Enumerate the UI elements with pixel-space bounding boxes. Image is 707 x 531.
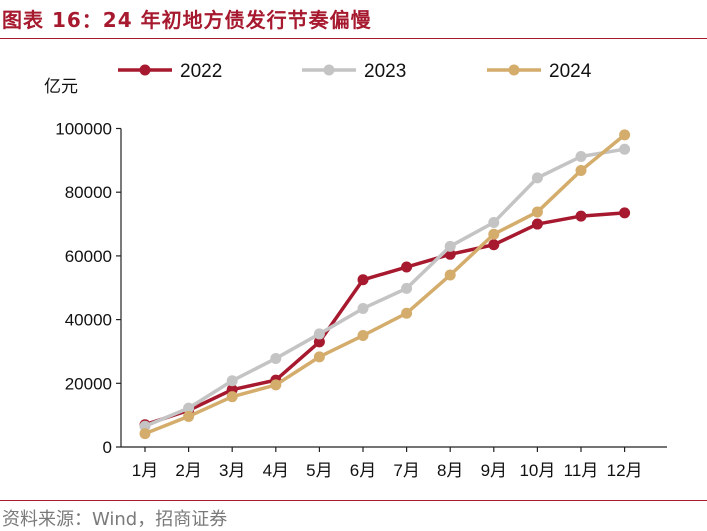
- x-tick-label: 2月: [175, 461, 201, 480]
- legend-item-2023: 2023: [302, 61, 406, 82]
- footer-divider: [0, 500, 707, 501]
- y-tick-label: 60000: [65, 247, 112, 266]
- x-tick-label: 3月: [219, 461, 245, 480]
- data-point: [401, 261, 413, 273]
- data-point: [531, 218, 543, 230]
- legend-swatch-marker: [323, 64, 335, 76]
- x-tick-label: 7月: [393, 461, 419, 480]
- series-line: [144, 147, 625, 428]
- data-point: [313, 336, 325, 348]
- data-point: [575, 151, 587, 163]
- data-point: [357, 302, 369, 314]
- x-tick-label: 4月: [263, 461, 289, 480]
- data-point: [488, 239, 500, 251]
- legend-swatch-marker: [139, 64, 151, 76]
- legend-label: 2024: [549, 61, 592, 82]
- data-point: [531, 172, 543, 184]
- chart-title: 图表 16：24 年初地方债发行节奏偏慢: [2, 8, 372, 32]
- x-tick-label: 5月: [306, 461, 332, 480]
- data-point: [531, 206, 543, 218]
- series-2024: [139, 129, 631, 440]
- y-tick-label: 0: [103, 438, 112, 457]
- data-point: [619, 207, 631, 219]
- data-point: [226, 391, 238, 403]
- x-axis: 1月 2月 3月 4月 5月 6月 7月 8月 9月 10月 11月 12月: [121, 446, 667, 480]
- title-divider: [0, 38, 707, 39]
- x-tick-label: 9月: [481, 461, 507, 480]
- legend-label: 2023: [364, 61, 406, 82]
- data-point: [444, 240, 456, 252]
- data-point: [183, 410, 195, 422]
- data-point: [619, 129, 631, 141]
- data-point: [401, 282, 413, 294]
- data-point: [488, 228, 500, 240]
- x-tick-label: 12月: [607, 461, 643, 480]
- data-point: [226, 375, 238, 387]
- x-tick-label: 6月: [350, 461, 376, 480]
- data-point: [357, 330, 369, 342]
- y-tick-label: 40000: [65, 311, 112, 330]
- data-point: [401, 307, 413, 319]
- legend-item-2024: 2024: [487, 61, 592, 82]
- data-point: [313, 351, 325, 363]
- y-tick-label: 80000: [65, 183, 112, 202]
- x-tick-label: 8月: [437, 461, 463, 480]
- source-note: 资料来源：Wind，招商证券: [2, 509, 228, 530]
- data-point: [575, 210, 587, 222]
- legend-label: 2022: [180, 61, 222, 82]
- y-axis: 0 20000 40000 60000 80000 100000: [55, 120, 122, 457]
- x-tick-label: 10月: [519, 461, 555, 480]
- series-line: [144, 211, 625, 427]
- data-point: [139, 428, 151, 440]
- series-2022: [139, 207, 631, 431]
- data-point: [183, 402, 195, 414]
- data-point: [270, 352, 282, 364]
- legend-swatch-marker: [508, 64, 520, 76]
- data-point: [313, 328, 325, 340]
- series-group: [139, 129, 631, 440]
- data-point: [270, 379, 282, 391]
- data-point: [575, 165, 587, 177]
- x-tick-label: 11月: [564, 461, 599, 480]
- x-tick-label: 1月: [132, 461, 158, 480]
- data-point: [357, 274, 369, 286]
- data-point: [619, 143, 631, 155]
- data-point: [488, 216, 500, 228]
- line-chart: 2022 2023 2024 亿元 0 20000 40000 60000 80000 100…: [44, 61, 667, 480]
- y-axis-unit-label: 亿元: [44, 77, 78, 97]
- legend-item-2022: 2022: [118, 61, 222, 82]
- data-point: [444, 248, 456, 260]
- legend: 2022 2023 2024: [118, 61, 592, 82]
- series-line: [144, 133, 626, 436]
- y-tick-label: 100000: [55, 120, 112, 139]
- data-point: [444, 269, 456, 281]
- y-tick-label: 20000: [65, 374, 112, 393]
- series-2023: [139, 143, 631, 432]
